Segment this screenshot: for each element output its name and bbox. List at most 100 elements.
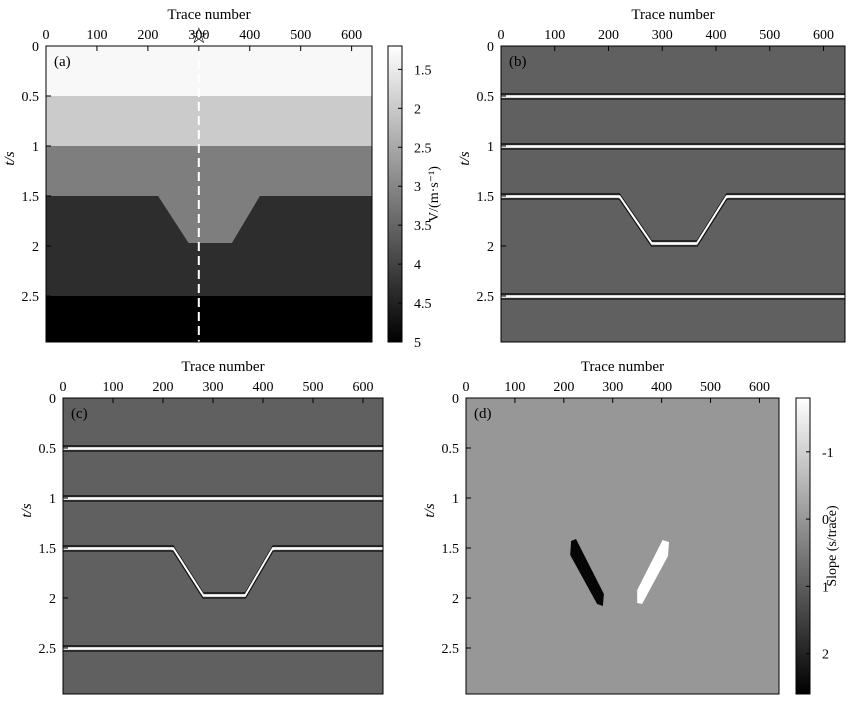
x-tick-label: 500 (303, 380, 324, 395)
x-axis-title: Trace number (631, 7, 714, 23)
colorbar-tick-label: 2 (822, 648, 829, 663)
reflector-dark (63, 545, 383, 594)
y-tick-label: 1 (32, 140, 39, 155)
x-tick-label: 200 (153, 380, 174, 395)
y-tick-label: 0.5 (22, 90, 40, 105)
plot-frame (465, 397, 780, 695)
y-tick-label: 2 (32, 240, 39, 255)
y-tick-label: 0 (487, 40, 494, 55)
x-tick-label: 600 (813, 28, 834, 43)
slope-region (637, 540, 669, 604)
colorbar-tick-label: 3 (414, 180, 421, 195)
colorbar-tick-label: 4.5 (414, 297, 432, 312)
velocity-layer (46, 96, 372, 146)
y-axis-title: t/s (422, 503, 438, 517)
panel-label: (b) (509, 54, 527, 70)
slope-background (466, 398, 779, 694)
y-tick-label: 0 (32, 40, 39, 55)
velocity-layer (46, 296, 372, 342)
y-tick-label: 2 (452, 592, 459, 607)
x-tick-label: 100 (86, 28, 107, 43)
panel-b-seismic-section: 0 100 200 300 400 500 600 0 0.5 1 1.5 2 2.5 Trace num… (457, 7, 846, 343)
plot-frame (62, 397, 384, 695)
x-tick-label: 200 (137, 28, 158, 43)
y-tick-label: 1 (452, 492, 459, 507)
x-tick-label: 600 (749, 380, 770, 395)
panel-c-seismic-section: 0 100 200 300 400 500 600 0 0.5 1 1.5 2 2.5 Trace num… (19, 359, 384, 695)
x-axis-title: Trace number (581, 359, 664, 375)
colorbar (795, 397, 811, 695)
y-tick-label: 0 (49, 392, 56, 407)
y-tick-label: 2 (49, 592, 56, 607)
x-tick-label: 200 (553, 380, 574, 395)
x-tick-label: 400 (253, 380, 274, 395)
x-tick-label: 600 (353, 380, 374, 395)
x-tick-label: 600 (341, 28, 362, 43)
colorbar-tick-label: -1 (822, 446, 834, 461)
reflector (501, 195, 845, 245)
x-tick-label: 300 (188, 28, 209, 43)
panel-d-slope-field: 0 100 200 300 400 500 600 0 0.5 1 1.5 2 2.5 Trace num… (422, 359, 840, 695)
y-tick-label: 0.5 (442, 442, 460, 457)
x-tick-label: 500 (759, 28, 780, 43)
x-tick-label: 0 (463, 380, 470, 395)
y-tick-label: 1.5 (39, 542, 57, 557)
plot-frame (500, 45, 846, 343)
panel-a-velocity-model: 0 100 200 300 400 500 600 0 0.5 1 1.5 2 2.5 Trace num… (2, 7, 442, 351)
reflector-dark (501, 193, 845, 242)
y-axis-title: t/s (457, 151, 473, 165)
reflector (63, 547, 383, 597)
y-tick-label: 1.5 (22, 190, 40, 205)
x-tick-label: 0 (43, 28, 50, 43)
colorbar-tick-label: 2.5 (414, 141, 432, 156)
colorbar-tick-label: 0 (822, 513, 829, 528)
y-tick-label: 2.5 (442, 642, 460, 657)
velocity-layer (46, 46, 372, 96)
x-tick-label: 400 (706, 28, 727, 43)
x-axis-title: Trace number (181, 359, 264, 375)
y-axis-title: t/s (19, 503, 35, 517)
y-tick-label: 2 (487, 240, 494, 255)
x-tick-label: 400 (651, 380, 672, 395)
x-tick-label: 0 (498, 28, 505, 43)
x-tick-label: 200 (598, 28, 619, 43)
reflector-dark (63, 550, 383, 599)
colorbar-tick-label: 1.5 (414, 63, 432, 78)
x-axis-title: Trace number (167, 7, 250, 23)
y-tick-label: 0.5 (39, 442, 57, 457)
x-tick-label: 300 (602, 380, 623, 395)
velocity-layer (46, 146, 372, 196)
y-tick-label: 2.5 (22, 290, 40, 305)
x-tick-label: 500 (700, 380, 721, 395)
y-tick-label: 2.5 (477, 290, 495, 305)
x-tick-label: 500 (290, 28, 311, 43)
x-tick-label: 300 (652, 28, 673, 43)
y-tick-label: 2.5 (39, 642, 57, 657)
y-tick-label: 0 (452, 392, 459, 407)
x-tick-label: 100 (504, 380, 525, 395)
y-tick-label: 1 (49, 492, 56, 507)
slope-region (570, 539, 604, 606)
star-icon: ☆ (189, 23, 209, 48)
colorbar-tick-label: 2 (414, 102, 421, 117)
plot-frame (45, 45, 373, 343)
panel-label: (c) (71, 406, 88, 422)
x-tick-label: 100 (544, 28, 565, 43)
colorbar-title: Slope (s/trace) (825, 505, 840, 587)
colorbar (387, 45, 403, 343)
y-tick-label: 1 (487, 140, 494, 155)
panel-label: (a) (54, 54, 71, 70)
velocity-depression (158, 196, 260, 243)
reflector-dark (501, 198, 845, 247)
x-tick-label: 300 (203, 380, 224, 395)
y-tick-label: 1.5 (477, 190, 495, 205)
colorbar-tick-label: 4 (414, 258, 421, 273)
x-tick-label: 0 (60, 380, 67, 395)
x-tick-label: 400 (239, 28, 260, 43)
x-tick-label: 100 (103, 380, 124, 395)
colorbar-tick-label: 3.5 (414, 219, 432, 234)
y-tick-label: 0.5 (477, 90, 495, 105)
colorbar-tick-label: 5 (414, 336, 421, 351)
y-axis-title: t/s (2, 151, 18, 165)
